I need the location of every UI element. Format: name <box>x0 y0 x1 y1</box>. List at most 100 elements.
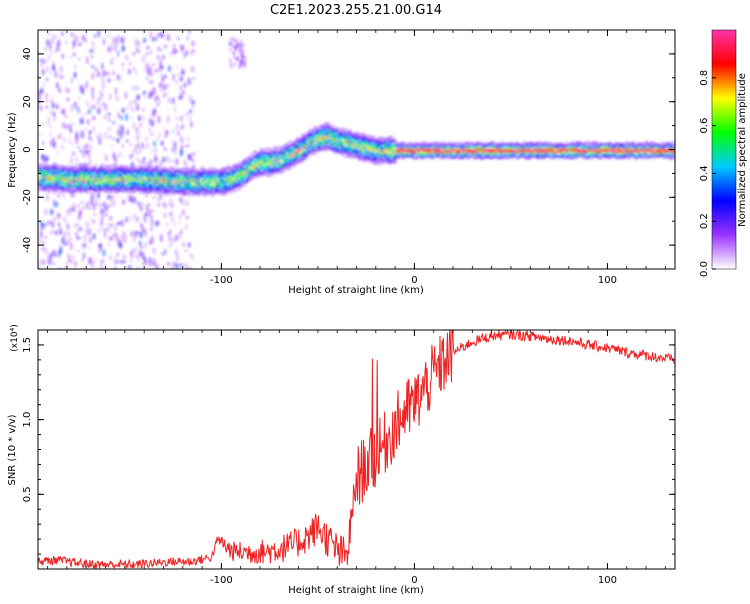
heatmap-ridge-cell <box>288 167 290 171</box>
heatmap-ridge-cell <box>55 180 58 183</box>
heatmap-ridge-cell <box>375 145 378 148</box>
heatmap-ridge-cell <box>296 161 298 164</box>
heatmap-ridge-cell <box>352 144 355 148</box>
heatmap-ridge-cell <box>243 159 245 162</box>
heatmap-noise-cell <box>185 216 189 219</box>
heatmap-ridge-cell <box>163 177 166 180</box>
heatmap-ridge-cell <box>212 178 214 182</box>
heatmap-noise-cell <box>154 190 158 193</box>
heatmap-ridge-cell <box>239 179 241 183</box>
heatmap-ridge-cell <box>310 133 313 136</box>
heatmap-ridge-cell <box>124 175 127 179</box>
heatmap-ridge-cell <box>247 160 249 163</box>
heatmap-ridge-cell <box>336 130 339 133</box>
heatmap-noise-cell <box>171 237 175 243</box>
heatmap-ridge-cell <box>54 170 56 173</box>
heatmap-ridge-cell <box>375 150 378 153</box>
heatmap-ridge-cell <box>242 172 244 175</box>
heatmap-ridge-cell <box>277 171 279 174</box>
heatmap-ridge-cell <box>394 147 397 151</box>
heatmap-ridge-cell <box>447 151 449 154</box>
heatmap-ridge-cell <box>177 168 179 171</box>
heatmap-ridge-cell <box>144 186 147 189</box>
heatmap-ridge-cell <box>143 166 145 169</box>
heatmap-ridge-cell <box>373 148 375 151</box>
heatmap-ridge-cell <box>390 149 393 153</box>
heatmap-ridge-cell <box>388 157 390 160</box>
heatmap-ridge-cell <box>150 167 152 170</box>
heatmap-noise-cell <box>84 127 87 130</box>
heatmap-ridge-cell <box>224 171 227 174</box>
heatmap-ridge-cell <box>351 138 354 141</box>
heatmap-ridge-cell <box>148 176 151 179</box>
heatmap-ridge-cell <box>296 137 298 140</box>
heatmap-ridge-cell <box>148 165 151 168</box>
heatmap-ridge-cell <box>78 164 81 167</box>
heatmap-ridge-cell <box>389 135 391 138</box>
heatmap-ridge-cell <box>362 136 364 139</box>
heatmap-ridge-cell <box>392 137 394 140</box>
heatmap-ridge-cell <box>208 190 210 193</box>
heatmap-ridge-cell <box>69 181 71 184</box>
heatmap-ridge-cell <box>420 148 422 152</box>
heatmap-ridge-cell <box>71 165 74 168</box>
heatmap-ridge-cell <box>92 189 94 192</box>
heatmap-ridge-cell <box>58 174 60 177</box>
heatmap-ridge-cell <box>48 171 51 174</box>
heatmap-noise-cell <box>141 262 145 266</box>
heatmap-noise-cell <box>82 153 85 158</box>
heatmap-ridge-cell <box>409 147 412 150</box>
heatmap-ridge-cell <box>223 167 225 170</box>
heatmap-noise-cell <box>171 216 174 223</box>
heatmap-ridge-cell <box>82 174 85 177</box>
heatmap-ridge-cell <box>163 170 166 173</box>
heatmap-ridge-cell <box>254 165 256 168</box>
heatmap-ridge-cell <box>44 167 47 170</box>
heatmap-ridge-cell <box>100 179 102 182</box>
heatmap-ridge-cell <box>40 166 43 169</box>
heatmap-ridge-cell <box>328 132 331 135</box>
heatmap-ridge-cell <box>331 135 333 138</box>
heatmap-ridge-cell <box>81 164 83 167</box>
heatmap-ridge-cell <box>346 129 348 132</box>
heatmap-ridge-cell <box>192 181 194 184</box>
heatmap-ridge-cell <box>262 172 264 175</box>
heatmap-ridge-cell <box>255 164 258 167</box>
heatmap-ridge-cell <box>254 175 256 178</box>
heatmap-ridge-cell <box>332 128 335 131</box>
heatmap-ridge-cell <box>412 145 414 148</box>
heatmap-ridge-cell <box>215 178 217 181</box>
heatmap-ridge-cell <box>393 143 395 146</box>
heatmap-ridge-cell <box>179 182 182 185</box>
heatmap-ridge-cell <box>286 162 289 165</box>
heatmap-noise-cell <box>240 61 242 65</box>
heatmap-noise-cell <box>185 224 188 230</box>
heatmap-noise-cell <box>90 198 94 205</box>
heatmap-ridge-cell <box>82 167 85 170</box>
heatmap-ridge-cell <box>435 147 437 150</box>
heatmap-ridge-cell <box>265 157 267 160</box>
heatmap-ridge-cell <box>306 133 309 136</box>
heatmap-ridge-cell <box>258 157 260 160</box>
heatmap-ridge-cell <box>258 155 260 158</box>
heatmap-ridge-cell <box>283 146 286 149</box>
heatmap-ridge-cell <box>294 154 297 157</box>
heatmap-ridge-cell <box>288 161 290 164</box>
heatmap-ridge-cell <box>235 173 237 176</box>
heatmap-ridge-cell <box>221 172 224 176</box>
heatmap-ridge-cell <box>165 179 167 182</box>
heatmap-ridge-cell <box>225 190 228 193</box>
heatmap-ridge-cell <box>105 178 108 181</box>
heatmap-ridge-cell <box>282 166 285 170</box>
heatmap-ridge-cell <box>155 166 158 170</box>
heatmap-ridge-cell <box>171 188 174 191</box>
heatmap-ridge-cell <box>131 178 133 181</box>
heatmap-ridge-cell <box>63 172 66 175</box>
heatmap-ridge-cell <box>285 158 287 161</box>
heatmap-ridge-cell <box>163 166 166 169</box>
heatmap-ridge-cell <box>424 146 426 149</box>
heatmap-ridge-cell <box>312 149 314 152</box>
heatmap-ridge-cell <box>373 137 375 140</box>
heatmap-ridge-cell <box>61 166 63 169</box>
heatmap-ridge-cell <box>196 188 198 191</box>
